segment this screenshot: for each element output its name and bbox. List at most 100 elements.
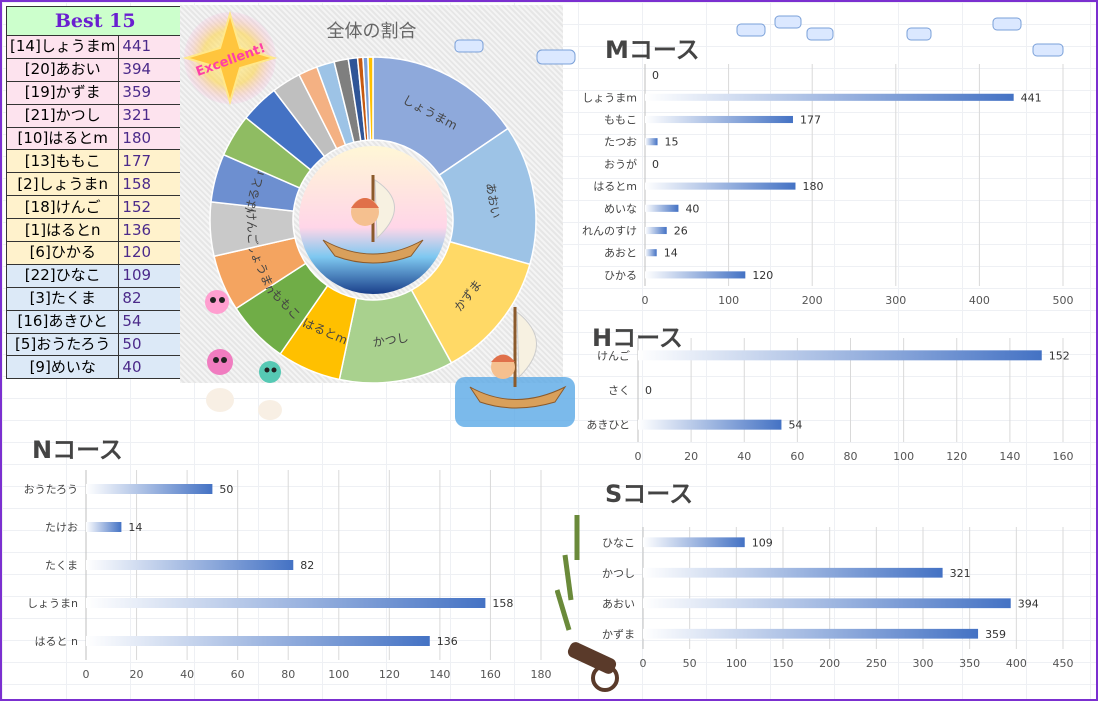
category-label: たくま <box>45 559 78 572</box>
cartoon-characters <box>205 290 282 420</box>
category-label: はると n <box>35 635 78 648</box>
pie-chart-title: 全体の割合 <box>326 21 417 42</box>
bar <box>86 560 294 570</box>
value-label: 321 <box>950 567 971 580</box>
ranking-name: [19]かずま <box>5 80 120 105</box>
ranking-name: [21]かつし <box>5 103 120 128</box>
pie-slice-label: あおい <box>483 182 503 220</box>
ranking-row: [3]たくま 82 <box>5 286 185 311</box>
s-course-chart: 0 50 100 150 200 250 300 350 400 450 ひなこ 109 かつし 321 あ… <box>602 527 1074 670</box>
value-label: 15 <box>665 136 679 149</box>
ranking-row: [20]あおい 394 <box>5 57 185 82</box>
x-tick-label: 120 <box>379 668 400 681</box>
bar <box>645 204 679 212</box>
ranking-name: [20]あおい <box>5 57 120 82</box>
n-course-chart: 0 20 40 60 80 100 120 140 160 180 おうたろう 50 たけお 14 たくま 8… <box>24 470 552 681</box>
value-label: 177 <box>800 114 821 127</box>
ranking-score: 359 <box>118 80 185 105</box>
x-tick-label: 0 <box>640 657 647 670</box>
value-label: 82 <box>300 559 314 572</box>
value-label: 40 <box>685 202 699 215</box>
center-ship-illustration <box>299 146 447 294</box>
category-label: おうが <box>604 157 637 171</box>
ranking-score: 54 <box>118 309 185 334</box>
value-label: 50 <box>219 483 233 496</box>
value-label: 441 <box>1021 91 1042 104</box>
ranking-row: [13]ももこ 177 <box>5 149 185 174</box>
s-course-title: Sコース <box>605 480 694 508</box>
ranking-row: [10]はるとm 180 <box>5 126 185 151</box>
ranking-score: 394 <box>118 57 185 82</box>
category-label: かつし <box>602 567 635 580</box>
bar <box>645 226 667 235</box>
m-course-title: Mコース <box>605 36 700 64</box>
ranking-row: [22]ひなこ 109 <box>5 263 185 288</box>
ranking-row: [9]めいな 40 <box>5 355 185 380</box>
bar <box>645 249 657 257</box>
ranking-header-row: Best 15 <box>5 6 185 36</box>
n-course-title: Nコース <box>32 436 123 464</box>
sailing-ship-illustration <box>455 307 575 427</box>
category-label: ひかる <box>604 269 637 282</box>
bar <box>643 598 1011 609</box>
value-label: 109 <box>752 536 773 549</box>
bar <box>645 93 1014 101</box>
x-tick-label: 40 <box>737 450 751 463</box>
ranking-score: 120 <box>118 241 185 265</box>
x-tick-label: 350 <box>959 657 980 670</box>
ranking-score: 50 <box>118 332 185 357</box>
category-label: めいな <box>604 202 637 215</box>
m-course-chart: 0 100 200 300 400 500 0 しょうまm 441 ももこ 177 たつお 15 おうが 0… <box>582 64 1074 307</box>
value-label: 359 <box>985 628 1006 641</box>
category-label: かずま <box>602 628 635 641</box>
value-label: 158 <box>492 597 513 610</box>
category-label: れんのすけ <box>582 225 637 238</box>
ranking-score: 40 <box>118 355 185 380</box>
ranking-row: [19]かずま 359 <box>5 80 185 105</box>
bar <box>643 628 979 639</box>
ranking-name: [3]たくま <box>5 286 120 311</box>
ranking-score: 158 <box>118 172 185 197</box>
category-label: ひなこ <box>602 536 635 549</box>
value-label: 180 <box>802 180 823 193</box>
value-label: 54 <box>788 419 802 432</box>
ranking-score: 321 <box>118 103 185 128</box>
x-tick-label: 0 <box>642 294 649 307</box>
value-label: 14 <box>128 521 142 534</box>
x-tick-label: 300 <box>913 657 934 670</box>
ranking-name: [16]あきひと <box>5 309 120 334</box>
x-tick-label: 300 <box>885 294 906 307</box>
ranking-name: [18]けんご <box>5 195 120 220</box>
value-label: 0 <box>652 69 659 82</box>
bar <box>86 484 213 494</box>
note-rockets-decoration <box>454 15 1064 65</box>
value-label: 0 <box>645 384 652 397</box>
category-label: おうたろう <box>24 483 78 496</box>
x-tick-label: 20 <box>130 668 144 681</box>
rocket-and-cannon-illustration <box>555 515 619 692</box>
ranking-row: [6]ひかる 120 <box>5 241 185 265</box>
value-label: 152 <box>1049 349 1070 362</box>
category-label: しょうまm <box>582 91 637 104</box>
ranking-name: [6]ひかる <box>5 241 120 265</box>
ranking-row: [14]しょうまm 441 <box>5 35 185 59</box>
bar <box>643 537 745 548</box>
ranking-name: [14]しょうまm <box>5 35 120 59</box>
h-course-chart: 0 20 40 60 80 100 120 140 160 けんご 152 さく 0 あきひと 54 <box>586 338 1074 463</box>
x-tick-label: 150 <box>773 657 794 670</box>
bar <box>638 419 782 430</box>
value-label: 14 <box>664 247 678 260</box>
bar <box>86 636 430 646</box>
category-label: しょうまn <box>27 597 78 610</box>
x-tick-label: 140 <box>429 668 450 681</box>
category-label: たつお <box>604 136 637 149</box>
ranking-score: 441 <box>118 35 185 59</box>
x-tick-label: 400 <box>969 294 990 307</box>
ranking-name: [2]しょうまn <box>5 172 120 197</box>
ranking-score: 82 <box>118 286 185 311</box>
bar <box>86 522 122 532</box>
excellent-star-badge: Excellent! <box>182 10 278 106</box>
ranking-score: 177 <box>118 149 185 174</box>
x-tick-label: 50 <box>683 657 697 670</box>
